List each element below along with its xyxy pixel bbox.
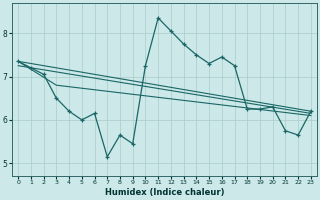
X-axis label: Humidex (Indice chaleur): Humidex (Indice chaleur)	[105, 188, 224, 197]
